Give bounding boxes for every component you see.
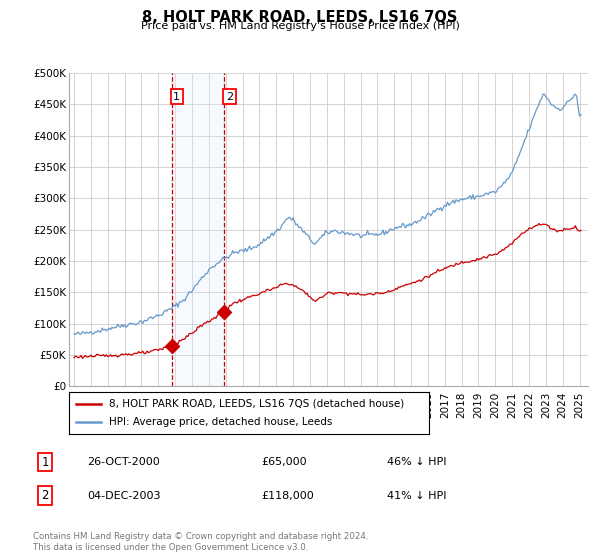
Bar <box>172 73 224 386</box>
Text: Contains HM Land Registry data © Crown copyright and database right 2024.
This d: Contains HM Land Registry data © Crown c… <box>33 532 368 552</box>
Text: 46% ↓ HPI: 46% ↓ HPI <box>387 457 446 467</box>
Text: HPI: Average price, detached house, Leeds: HPI: Average price, detached house, Leed… <box>109 417 332 427</box>
Text: £118,000: £118,000 <box>261 491 314 501</box>
Text: £65,000: £65,000 <box>261 457 307 467</box>
Text: Price paid vs. HM Land Registry's House Price Index (HPI): Price paid vs. HM Land Registry's House … <box>140 21 460 31</box>
Text: 04-DEC-2003: 04-DEC-2003 <box>87 491 161 501</box>
Text: 41% ↓ HPI: 41% ↓ HPI <box>387 491 446 501</box>
Text: 8, HOLT PARK ROAD, LEEDS, LS16 7QS: 8, HOLT PARK ROAD, LEEDS, LS16 7QS <box>142 10 458 25</box>
Text: 1: 1 <box>173 92 181 101</box>
Text: 2: 2 <box>41 489 49 502</box>
Text: 26-OCT-2000: 26-OCT-2000 <box>87 457 160 467</box>
Text: 8, HOLT PARK ROAD, LEEDS, LS16 7QS (detached house): 8, HOLT PARK ROAD, LEEDS, LS16 7QS (deta… <box>109 399 404 409</box>
Text: 1: 1 <box>41 455 49 469</box>
Text: 2: 2 <box>226 92 233 101</box>
